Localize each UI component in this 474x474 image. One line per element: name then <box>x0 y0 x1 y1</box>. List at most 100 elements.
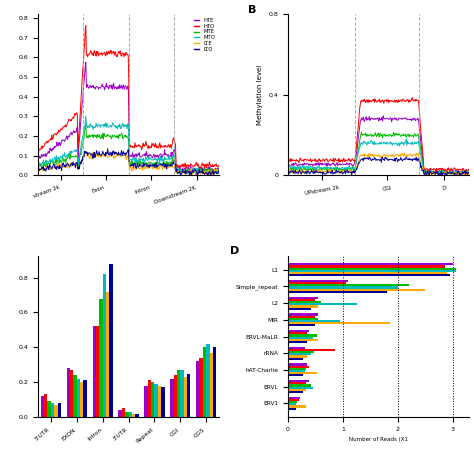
Bar <box>58 403 61 417</box>
Bar <box>128 412 132 417</box>
Bar <box>288 399 299 401</box>
Bar <box>288 397 300 399</box>
Bar <box>288 274 450 276</box>
Bar <box>288 401 297 403</box>
Bar <box>288 382 306 384</box>
Bar <box>288 320 340 322</box>
Bar <box>288 387 313 389</box>
Bar <box>288 403 296 405</box>
Bar <box>288 265 445 268</box>
Bar <box>83 381 87 417</box>
Bar <box>187 374 191 417</box>
Bar <box>288 324 316 327</box>
Bar <box>288 263 453 265</box>
Bar <box>200 358 203 417</box>
Bar <box>288 332 307 334</box>
Bar <box>288 349 335 351</box>
Bar <box>288 389 306 391</box>
Bar <box>288 334 317 337</box>
Bar <box>288 280 348 282</box>
Bar <box>109 264 113 417</box>
Bar <box>288 368 306 370</box>
Bar <box>103 274 106 417</box>
Bar <box>288 353 311 356</box>
Bar <box>288 299 316 301</box>
Bar <box>288 380 309 382</box>
Bar <box>288 270 456 272</box>
Bar <box>288 301 321 303</box>
Bar <box>41 396 44 417</box>
Bar <box>135 414 138 417</box>
Bar <box>173 375 177 417</box>
Bar <box>125 412 128 417</box>
Bar <box>288 286 398 289</box>
Bar <box>288 405 306 408</box>
Bar <box>213 347 216 417</box>
Bar <box>288 365 309 368</box>
Text: B: B <box>248 5 256 15</box>
Bar <box>210 353 213 417</box>
Y-axis label: Methylation level: Methylation level <box>257 64 263 125</box>
Bar <box>54 405 58 417</box>
Bar <box>203 347 206 417</box>
Bar <box>288 370 304 372</box>
Legend: HTE, HTO, MTE, MTO, LTE, LTO: HTE, HTO, MTE, MTO, LTE, LTO <box>193 17 217 53</box>
Bar <box>288 351 314 353</box>
Bar <box>206 344 210 417</box>
Bar <box>170 379 173 417</box>
Bar <box>151 382 155 417</box>
Bar <box>288 374 303 376</box>
Bar <box>144 386 148 417</box>
Bar <box>106 292 109 417</box>
Bar <box>288 341 307 343</box>
Bar <box>44 394 47 417</box>
Bar <box>288 384 311 387</box>
Bar <box>288 408 296 410</box>
Bar <box>288 284 409 286</box>
Bar <box>51 403 54 417</box>
Bar <box>288 356 307 357</box>
Bar <box>73 375 77 417</box>
Bar <box>288 268 456 270</box>
Bar <box>155 384 158 417</box>
Bar <box>70 370 73 417</box>
Bar <box>118 410 122 417</box>
Bar <box>288 282 346 284</box>
Bar <box>288 289 425 291</box>
Bar <box>288 297 318 299</box>
Bar <box>196 361 200 417</box>
Bar <box>288 303 356 305</box>
Text: D: D <box>230 246 239 256</box>
Bar <box>288 337 313 339</box>
Bar <box>67 368 70 417</box>
Bar <box>288 372 317 374</box>
Bar <box>288 316 316 318</box>
Bar <box>148 381 151 417</box>
Bar <box>288 391 303 393</box>
Bar <box>288 346 304 349</box>
Bar <box>77 379 80 417</box>
Bar <box>122 409 125 417</box>
Bar <box>96 327 99 417</box>
Bar <box>288 308 311 310</box>
Bar <box>177 370 180 417</box>
Bar <box>161 387 164 417</box>
Bar <box>180 370 184 417</box>
Bar <box>288 339 318 341</box>
Bar <box>288 305 318 308</box>
Bar <box>92 327 96 417</box>
Bar <box>158 386 161 417</box>
Bar <box>288 364 307 365</box>
Bar <box>288 357 303 360</box>
Bar <box>288 272 447 274</box>
Bar <box>288 330 309 332</box>
Bar <box>132 414 135 417</box>
Bar <box>184 377 187 417</box>
Bar <box>288 322 390 324</box>
Bar <box>47 401 51 417</box>
Bar <box>288 291 387 293</box>
Bar <box>288 313 318 316</box>
X-axis label: Number of Reads (X1: Number of Reads (X1 <box>349 438 408 442</box>
Bar <box>80 382 83 417</box>
Bar <box>288 318 318 320</box>
